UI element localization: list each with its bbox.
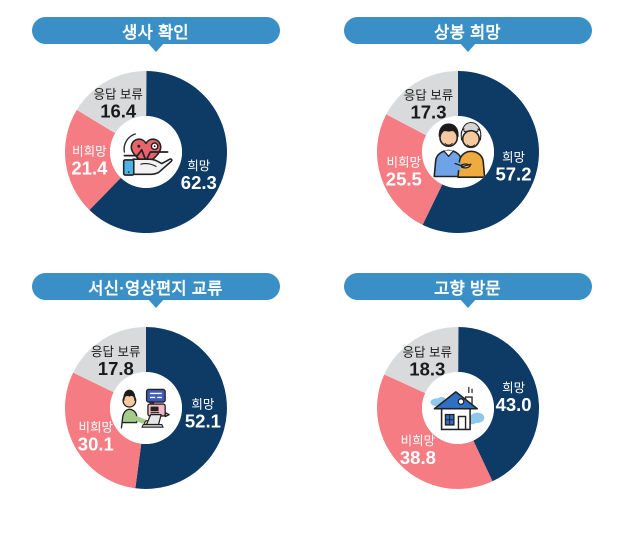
svg-text:43.0: 43.0 xyxy=(496,394,532,415)
svg-text:38.8: 38.8 xyxy=(400,447,436,468)
svg-text:희망: 희망 xyxy=(502,381,526,395)
svg-text:62.3: 62.3 xyxy=(181,172,217,193)
svg-text:비희망: 비희망 xyxy=(79,421,114,435)
svg-text:응답 보류: 응답 보류 xyxy=(404,89,453,103)
svg-text:30.1: 30.1 xyxy=(78,434,114,455)
svg-text:응답 보류: 응답 보류 xyxy=(403,346,452,360)
svg-text:52.1: 52.1 xyxy=(185,410,221,431)
svg-text:비희망: 비희망 xyxy=(401,434,436,448)
svg-text:응답 보류: 응답 보류 xyxy=(91,345,140,359)
svg-text:희망: 희망 xyxy=(502,150,526,164)
svg-text:57.2: 57.2 xyxy=(495,163,531,184)
svg-text:25.5: 25.5 xyxy=(386,168,422,189)
svg-text:희망: 희망 xyxy=(191,397,215,411)
svg-text:희망: 희망 xyxy=(187,159,211,173)
svg-text:비희망: 비희망 xyxy=(387,155,422,169)
svg-text:21.4: 21.4 xyxy=(71,158,108,179)
svg-text:비희망: 비희망 xyxy=(72,145,107,159)
svg-text:응답 보류: 응답 보류 xyxy=(93,88,142,102)
